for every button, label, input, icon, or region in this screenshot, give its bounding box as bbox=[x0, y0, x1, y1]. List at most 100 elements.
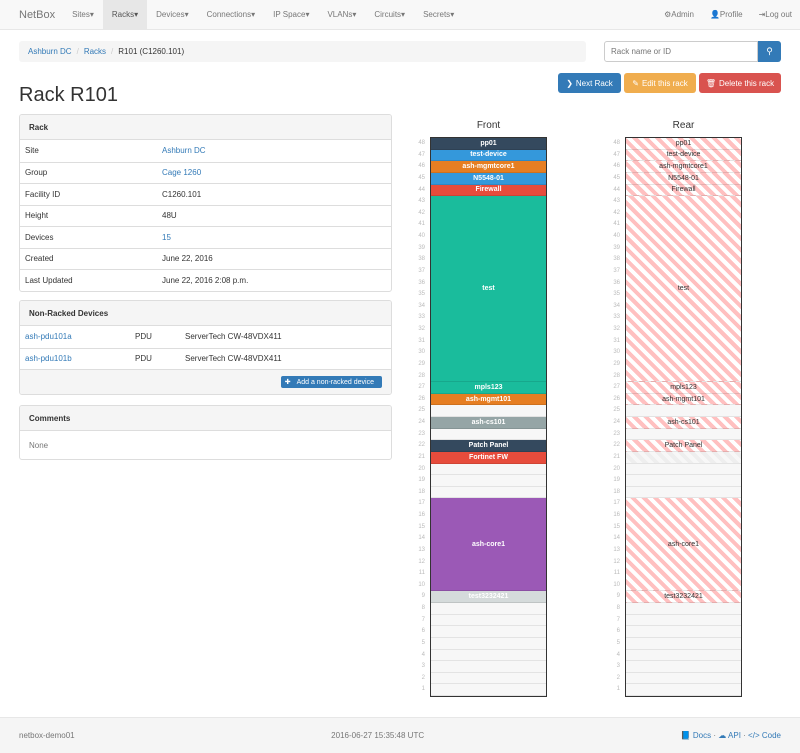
caret-down-icon: ▾ bbox=[450, 10, 455, 19]
nav-circuits[interactable]: Circuits ▾ bbox=[365, 0, 414, 29]
rack-device-rear[interactable]: ash-cs101 bbox=[626, 417, 741, 429]
rack-device-front[interactable]: ash-cs101 bbox=[431, 417, 546, 429]
nav-sites[interactable]: Sites ▾ bbox=[63, 0, 103, 29]
empty-slot[interactable] bbox=[626, 626, 741, 638]
empty-slot[interactable] bbox=[626, 603, 741, 615]
rack-device-front[interactable]: ash-mgmt101 bbox=[431, 393, 546, 406]
rack-device-rear[interactable]: ash-core1 bbox=[626, 498, 741, 592]
rack-device-front[interactable]: Firewall bbox=[431, 184, 546, 197]
nav-profile[interactable]: 👤 Profile bbox=[702, 0, 751, 29]
rack-device-rear[interactable]: test-device bbox=[626, 149, 741, 162]
empty-slot[interactable] bbox=[626, 464, 741, 476]
nav-admin[interactable]: ⚙ Admin bbox=[656, 0, 702, 29]
rack-device-front[interactable]: ash-core1 bbox=[431, 498, 546, 592]
empty-slot[interactable] bbox=[626, 405, 741, 417]
unit-number: 19 bbox=[418, 477, 425, 484]
unit-number: 41 bbox=[613, 221, 620, 228]
search-button[interactable]: ⚲ bbox=[758, 41, 781, 62]
api-link[interactable]: ☁ API bbox=[718, 731, 741, 740]
device-link[interactable]: ash-pdu101b bbox=[25, 354, 72, 364]
empty-slot[interactable] bbox=[626, 684, 741, 696]
empty-slot[interactable] bbox=[431, 673, 546, 685]
rack-device-rear[interactable]: Firewall bbox=[626, 184, 741, 197]
nav-label: Devices bbox=[156, 10, 185, 19]
unit-number: 27 bbox=[613, 384, 620, 391]
cloud-icon: ☁ bbox=[718, 731, 727, 740]
nav-racks[interactable]: Racks ▾ bbox=[102, 0, 148, 29]
next-rack-button[interactable]: ❯ Next Rack bbox=[558, 73, 621, 93]
attr-value[interactable]: Ashburn DC bbox=[162, 146, 206, 156]
empty-slot[interactable] bbox=[431, 429, 546, 441]
empty-slot[interactable] bbox=[626, 638, 741, 650]
delete-rack-button[interactable]: 🗑 Delete this rack bbox=[699, 73, 781, 93]
attr-value: June 22, 2016 bbox=[162, 254, 213, 264]
unit-number: 45 bbox=[418, 174, 425, 181]
empty-slot[interactable] bbox=[431, 475, 546, 487]
rack-device-front[interactable]: ash-mgmtcore1 bbox=[431, 161, 546, 173]
empty-slot[interactable] bbox=[626, 429, 741, 441]
empty-slot[interactable] bbox=[431, 626, 546, 638]
empty-slot[interactable] bbox=[431, 638, 546, 650]
nav-secrets[interactable]: Secrets ▾ bbox=[414, 0, 463, 29]
code-link[interactable]: </> Code bbox=[748, 731, 781, 740]
empty-slot[interactable] bbox=[431, 661, 546, 673]
unit-number: 32 bbox=[418, 326, 425, 332]
attr-value[interactable]: Cage 1260 bbox=[162, 168, 202, 178]
breadcrumb-site[interactable]: Ashburn DC bbox=[28, 47, 72, 56]
empty-slot[interactable] bbox=[431, 615, 546, 627]
empty-slot[interactable] bbox=[431, 684, 546, 696]
edit-rack-button[interactable]: ✎ Edit this rack bbox=[624, 73, 696, 93]
rack-device-rear[interactable]: test3232421 bbox=[626, 591, 741, 603]
rack-device-front[interactable]: test-device bbox=[431, 149, 546, 162]
device-name: test3232421 bbox=[664, 593, 703, 601]
brand-logo[interactable]: NetBox bbox=[19, 8, 56, 21]
rack-attr-row: Last Updated June 22, 2016 2:08 p.m. bbox=[20, 269, 391, 291]
empty-slot[interactable] bbox=[626, 673, 741, 685]
rack-device-rear[interactable]: ash-mgmt101 bbox=[626, 393, 741, 406]
rack-device-rear[interactable]: N5548-01 bbox=[626, 172, 741, 185]
breadcrumb-current: R101 (C1260.101) bbox=[118, 47, 185, 56]
rack-device-rear[interactable]: Patch Panel bbox=[626, 440, 741, 452]
device-link[interactable]: ash-pdu101a bbox=[25, 332, 72, 342]
empty-slot[interactable] bbox=[431, 487, 546, 499]
nav-vlans[interactable]: VLANs ▾ bbox=[318, 0, 365, 29]
attr-value[interactable]: 15 bbox=[162, 232, 171, 242]
rack-device-front[interactable]: N5548-01 bbox=[431, 172, 546, 185]
unit-number: 33 bbox=[613, 314, 620, 321]
unit-number: 16 bbox=[613, 512, 620, 518]
empty-slot[interactable] bbox=[431, 603, 546, 615]
device-name: Patch Panel bbox=[664, 442, 703, 450]
empty-slot[interactable] bbox=[431, 650, 546, 662]
rack-device-rear[interactable]: mpls123 bbox=[626, 382, 741, 394]
unit-number: 31 bbox=[418, 337, 425, 344]
rack-device-rear[interactable]: test bbox=[626, 196, 741, 383]
rack-device-front[interactable]: test bbox=[431, 196, 546, 383]
docs-link[interactable]: 📘 Docs bbox=[681, 731, 711, 740]
nav-ip-space[interactable]: IP Space ▾ bbox=[264, 0, 318, 29]
nav-connections[interactable]: Connections ▾ bbox=[198, 0, 265, 29]
rack-device-front[interactable]: Patch Panel bbox=[431, 440, 546, 452]
breadcrumb-racks[interactable]: Racks bbox=[83, 47, 107, 56]
empty-slot[interactable] bbox=[626, 475, 741, 487]
device-name: Fortinet FW bbox=[469, 453, 508, 461]
empty-slot[interactable] bbox=[626, 661, 741, 673]
empty-slot[interactable] bbox=[626, 650, 741, 662]
rack-device-front[interactable]: Fortinet FW bbox=[431, 451, 546, 464]
rack-device-rear[interactable]: ash-mgmtcore1 bbox=[626, 161, 741, 173]
empty-slot[interactable] bbox=[626, 615, 741, 627]
empty-slot[interactable] bbox=[431, 464, 546, 476]
gear-icon: ⚙ bbox=[664, 10, 672, 19]
empty-slot[interactable] bbox=[626, 487, 741, 499]
nav-devices[interactable]: Devices ▾ bbox=[147, 0, 197, 29]
rack-device-front[interactable]: pp01 bbox=[431, 138, 546, 150]
unit-number: 45 bbox=[613, 174, 620, 181]
add-nonracked-button[interactable]: ✚ Add a non-racked device bbox=[280, 376, 382, 388]
rack-device-front[interactable]: test3232421 bbox=[431, 591, 546, 603]
search-input[interactable] bbox=[604, 41, 758, 62]
unit-number: 34 bbox=[418, 302, 425, 309]
rack-device-front[interactable]: mpls123 bbox=[431, 382, 546, 394]
nav-log-out[interactable]: ⇥ Log out bbox=[751, 0, 800, 29]
empty-slot[interactable] bbox=[431, 405, 546, 417]
unit-number: 46 bbox=[418, 163, 425, 170]
rack-device-rear[interactable]: pp01 bbox=[626, 138, 741, 150]
